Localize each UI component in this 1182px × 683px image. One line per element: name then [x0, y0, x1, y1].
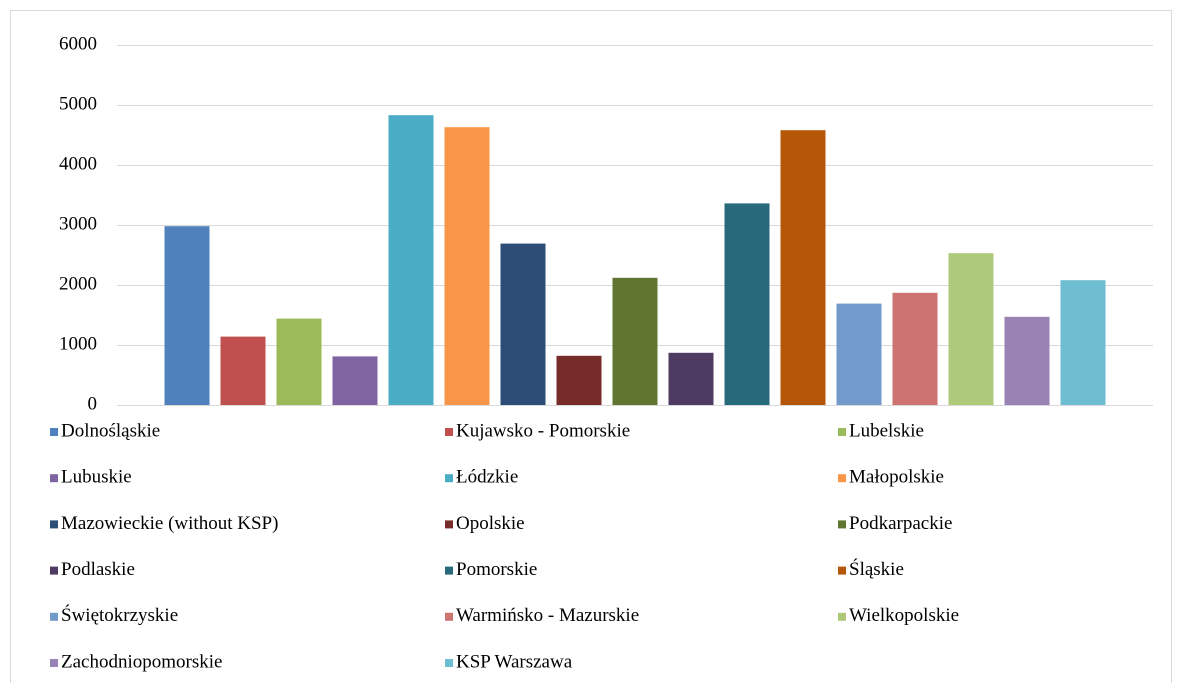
- bar: [948, 253, 994, 405]
- legend-label: Kujawsko - Pomorskie: [456, 420, 630, 441]
- bar: [556, 355, 602, 405]
- legend-label: Opolskie: [456, 513, 525, 534]
- legend-swatch: [50, 474, 58, 483]
- legend-label: Zachodniopomorskie: [61, 651, 222, 672]
- legend-label: Śląskie: [849, 558, 904, 580]
- y-tick-label: 5000: [59, 93, 97, 114]
- bar: [1004, 316, 1050, 405]
- bar: [1060, 280, 1106, 405]
- bar: [276, 318, 322, 405]
- y-tick-label: 4000: [59, 153, 97, 174]
- legend-swatch: [50, 520, 58, 529]
- bar: [332, 356, 378, 405]
- legend-label: Wielkopolskie: [849, 605, 959, 626]
- bar: [444, 127, 490, 405]
- bar: [220, 336, 266, 405]
- bar: [780, 130, 826, 405]
- legend-swatch: [838, 428, 846, 436]
- legend-swatch: [445, 428, 453, 436]
- legend-label: Warmińsko - Mazurskie: [456, 605, 639, 626]
- legend-swatch: [838, 612, 846, 621]
- legend-swatch: [50, 612, 58, 621]
- y-tick-label: 3000: [59, 213, 97, 234]
- legend-label: Małopolskie: [849, 467, 944, 488]
- bar: [892, 292, 938, 405]
- y-tick-label: 6000: [59, 33, 97, 54]
- legend-label: Podlaskie: [61, 559, 135, 580]
- legend-swatch: [838, 566, 846, 575]
- y-tick-label: 0: [88, 393, 98, 414]
- legend-label: Pomorskie: [456, 559, 537, 580]
- bar: [612, 277, 658, 405]
- legend-label: Mazowieckie (without KSP): [61, 513, 278, 534]
- legend-swatch: [50, 428, 58, 436]
- bar: [500, 243, 546, 405]
- legend-swatch: [838, 474, 846, 483]
- legend-label: Podkarpackie: [849, 513, 952, 534]
- legend-label: Lubuskie: [61, 467, 132, 488]
- legend-label: Świętokrzyskie: [61, 604, 178, 626]
- legend-label: Lubelskie: [849, 420, 924, 441]
- legend-swatch: [445, 474, 453, 483]
- legend-swatch: [445, 612, 453, 621]
- legend-swatch: [50, 659, 58, 667]
- legend-swatch: [838, 520, 846, 529]
- bar: [668, 352, 714, 405]
- bar: [724, 203, 770, 405]
- legend-label: KSP Warszawa: [456, 651, 573, 672]
- bar: [836, 303, 882, 405]
- legend-swatch: [445, 520, 453, 529]
- legend-swatch: [445, 566, 453, 575]
- y-tick-label: 2000: [59, 273, 97, 294]
- legend-swatch: [50, 566, 58, 575]
- legend-label: Dolnośląskie: [61, 420, 160, 441]
- y-tick-label: 1000: [59, 333, 97, 354]
- bar: [388, 115, 434, 405]
- legend-swatch: [445, 659, 453, 667]
- bar: [164, 226, 210, 405]
- legend-label: Łódzkie: [456, 467, 518, 488]
